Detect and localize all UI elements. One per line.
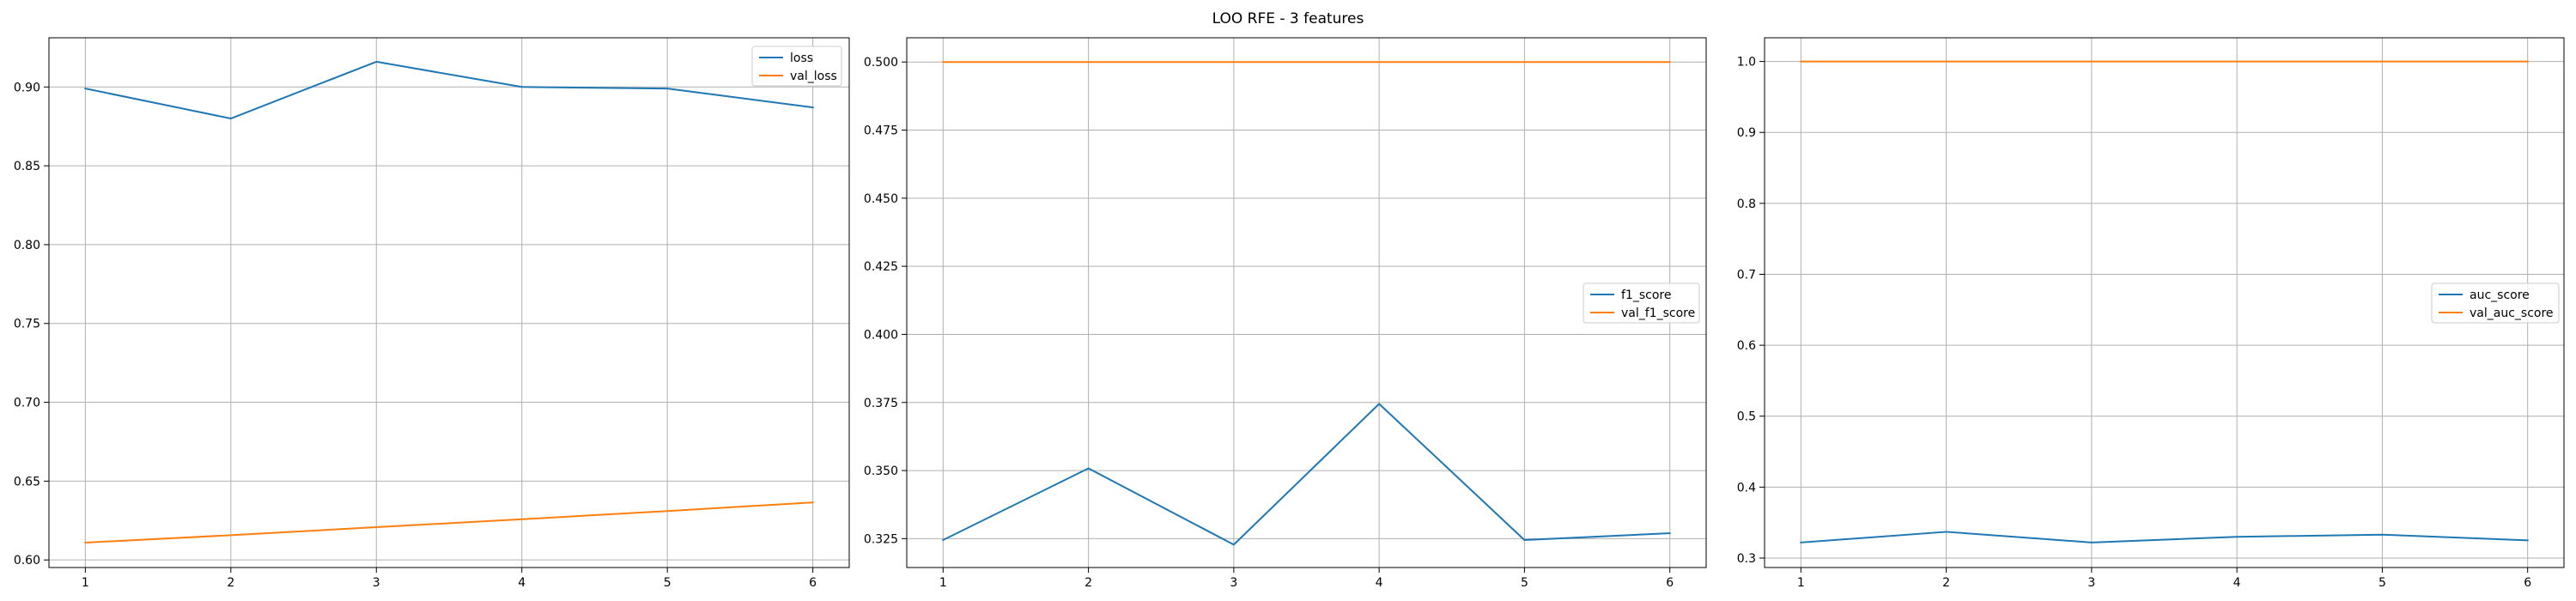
- auc-score-series-auc-score: [1800, 531, 2529, 543]
- chart-auc-score: 1 2 3 4 5 6 0.3 0.4 0.5 0.6 0.7 0.8 0.9 1.0 auc_scorev…: [1737, 37, 2565, 590]
- loss-axes-frame: [48, 37, 850, 568]
- f1-score-ytick-label-4: 0.400: [864, 328, 898, 342]
- auc-score-legend-label-auc-score: auc_score: [2470, 288, 2530, 302]
- loss-xtick-label-2: 2: [227, 576, 234, 590]
- loss-plot-area: [49, 38, 849, 568]
- auc-score-xtick-label-6: 6: [2524, 576, 2531, 590]
- loss-ytick-label-2: 0.65: [14, 475, 40, 489]
- f1-score-ytick-label-3: 0.375: [864, 397, 898, 410]
- f1-score-ytick-label-6: 0.450: [864, 192, 898, 206]
- loss-series-val-loss: [84, 501, 814, 544]
- loss-legend: loss val_loss: [751, 46, 842, 87]
- f1-score-axes-frame: [906, 37, 1707, 568]
- auc-score-legend: auc_score val_auc_score: [2431, 282, 2560, 324]
- f1-score-ytick-label-1: 0.325: [864, 532, 898, 546]
- auc-score-ytick-label-1: 0.3: [1737, 552, 1756, 566]
- f1-score-legend-label-f1-score: f1_score: [1621, 288, 1671, 302]
- f1-score-ytick-label-8: 0.500: [864, 56, 898, 70]
- f1-score-xtick-label-2: 2: [1084, 576, 1092, 590]
- figure-suptitle: LOO RFE - 3 features: [1212, 10, 1364, 27]
- loss-ytick-label-6: 0.85: [14, 160, 40, 173]
- auc-score-xtick-label-5: 5: [2379, 576, 2386, 590]
- f1-score-xtick-label-1: 1: [939, 576, 947, 590]
- loss-ytick-label-3: 0.70: [14, 397, 40, 410]
- loss-ytick-label-1: 0.60: [14, 554, 40, 568]
- auc-score-ytick-label-2: 0.4: [1737, 481, 1756, 495]
- f1-score-ytick-label-5: 0.425: [864, 260, 898, 274]
- loss-ytick-label-4: 0.75: [14, 318, 40, 331]
- f1-score-legend-label-val-f1-score: val_f1_score: [1621, 307, 1695, 320]
- f1-score-plot-area: [907, 38, 1706, 568]
- loss-ytick-label-5: 0.80: [14, 239, 40, 252]
- loss-xtick-label-6: 6: [809, 576, 817, 590]
- loss-xtick-label-4: 4: [518, 576, 526, 590]
- auc-score-plot-area: [1765, 38, 2564, 568]
- auc-score-axes-frame: [1764, 37, 2565, 568]
- auc-score-legend-box: [2431, 282, 2560, 324]
- auc-score-ytick-label-6: 0.8: [1737, 197, 1756, 211]
- auc-score-ytick-label-8: 1.0: [1737, 56, 1756, 70]
- auc-score-ytick-label-7: 0.9: [1737, 126, 1756, 140]
- auc-score-xtick-label-3: 3: [2087, 576, 2095, 590]
- chart-loss: 1 2 3 4 5 6 0.60 0.65 0.70 0.75 0.80 0.85 0.90 loss va…: [14, 37, 850, 590]
- chart-f1-score: 1 2 3 4 5 6 0.325 0.350 0.375 0.400 0.425 0.450 0.47…: [864, 37, 1707, 590]
- loss-ytick-label-7: 0.90: [14, 81, 40, 94]
- auc-score-legend-label-val-auc-score: val_auc_score: [2470, 307, 2554, 320]
- f1-score-xtick-label-5: 5: [1521, 576, 1528, 590]
- loss-legend-label-val-loss: val_loss: [790, 70, 837, 83]
- f1-score-xtick-label-3: 3: [1230, 576, 1237, 590]
- f1-score-series-f1-score: [941, 403, 1671, 546]
- loss-xtick-label-3: 3: [373, 576, 380, 590]
- f1-score-xtick-label-4: 4: [1376, 576, 1383, 590]
- f1-score-legend: f1_score val_f1_score: [1583, 282, 1700, 324]
- loss-series-loss: [84, 60, 814, 120]
- auc-score-ytick-label-5: 0.7: [1737, 268, 1756, 282]
- f1-score-xtick-label-6: 6: [1666, 576, 1674, 590]
- auc-score-xtick-label-4: 4: [2233, 576, 2241, 590]
- f1-score-ytick-label-2: 0.350: [864, 464, 898, 478]
- auc-score-xtick-label-1: 1: [1797, 576, 1805, 590]
- auc-score-ytick-label-3: 0.5: [1737, 410, 1756, 424]
- auc-score-ytick-label-4: 0.6: [1737, 339, 1756, 353]
- auc-score-xtick-label-2: 2: [1942, 576, 1950, 590]
- loss-xtick-label-1: 1: [82, 576, 89, 590]
- loss-legend-label-loss: loss: [790, 52, 813, 65]
- loss-xtick-label-5: 5: [664, 576, 671, 590]
- f1-score-ytick-label-7: 0.475: [864, 124, 898, 138]
